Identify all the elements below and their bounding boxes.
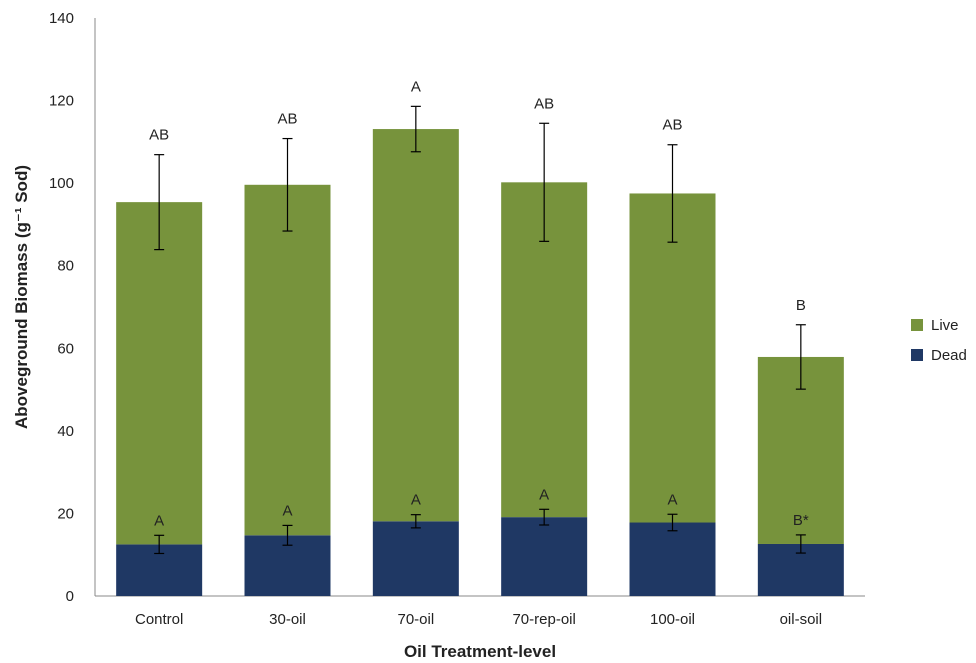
bars [116, 129, 844, 596]
sig-label-live: AB [534, 95, 554, 112]
sig-label-dead: B* [793, 512, 809, 529]
legend-swatch-live [911, 319, 923, 331]
legend: Live Dead [911, 317, 967, 364]
error-bar-live [667, 144, 678, 243]
y-tick-label: 60 [57, 340, 74, 357]
y-tick-labels: 0 20 40 60 80 100 120 140 [49, 10, 74, 605]
bar-dead [629, 522, 716, 596]
bar-dead [372, 521, 459, 596]
x-tick-label: Control [135, 611, 183, 628]
y-tick-label: 0 [66, 588, 74, 605]
x-tick-label: 100-oil [650, 611, 695, 628]
error-bar-dead [539, 508, 550, 526]
y-tick-label: 100 [49, 175, 74, 192]
sig-label-dead: A [411, 492, 421, 509]
bar-live [116, 202, 203, 545]
legend-swatch-dead [911, 349, 923, 361]
x-tick-label: oil-soil [780, 611, 823, 628]
error-bars [154, 105, 806, 555]
sig-label-dead: A [667, 491, 677, 508]
error-bar-live [282, 137, 293, 232]
bar-dead [501, 517, 588, 596]
error-bar-dead [795, 534, 806, 554]
y-tick-label: 40 [57, 423, 74, 440]
sig-label-live: AB [277, 111, 297, 128]
error-bar-live [410, 105, 421, 153]
significance-labels: A AB A AB A A A AB A AB B* B [149, 78, 809, 529]
error-bar-live [795, 324, 806, 390]
sig-label-live: AB [662, 117, 682, 134]
sig-label-dead: A [154, 512, 164, 529]
error-bar-dead [667, 513, 678, 532]
y-axis-title: Aboveground Biomass (g⁻¹ Sod) [12, 165, 31, 429]
y-tick-label: 120 [49, 93, 74, 110]
x-tick-label: 70-oil [397, 611, 434, 628]
x-axis-title: Oil Treatment-level [404, 642, 556, 661]
sig-label-live: AB [149, 127, 169, 144]
sig-label-live: B [796, 297, 806, 314]
bar-live [629, 193, 716, 523]
x-tick-labels: Control 30-oil 70-oil 70-rep-oil 100-oil oil-… [135, 611, 822, 628]
x-tick-label: 70-rep-oil [512, 611, 575, 628]
legend-label-live: Live [931, 317, 959, 334]
error-bar-dead [282, 524, 293, 546]
y-tick-label: 80 [57, 258, 74, 275]
legend-label-dead: Dead [931, 347, 967, 364]
error-bar-live [154, 154, 165, 251]
x-tick-label: 30-oil [269, 611, 306, 628]
axes [94, 18, 865, 597]
sig-label-dead: A [539, 486, 549, 503]
error-bar-live [539, 122, 550, 242]
bar-live [244, 184, 331, 536]
sig-label-dead: A [282, 502, 292, 519]
bar-live [372, 129, 459, 522]
sig-label-live: A [411, 78, 421, 95]
error-bar-dead [410, 514, 421, 529]
error-bar-dead [154, 534, 165, 555]
y-tick-label: 20 [57, 505, 74, 522]
y-tick-label: 140 [49, 10, 74, 27]
